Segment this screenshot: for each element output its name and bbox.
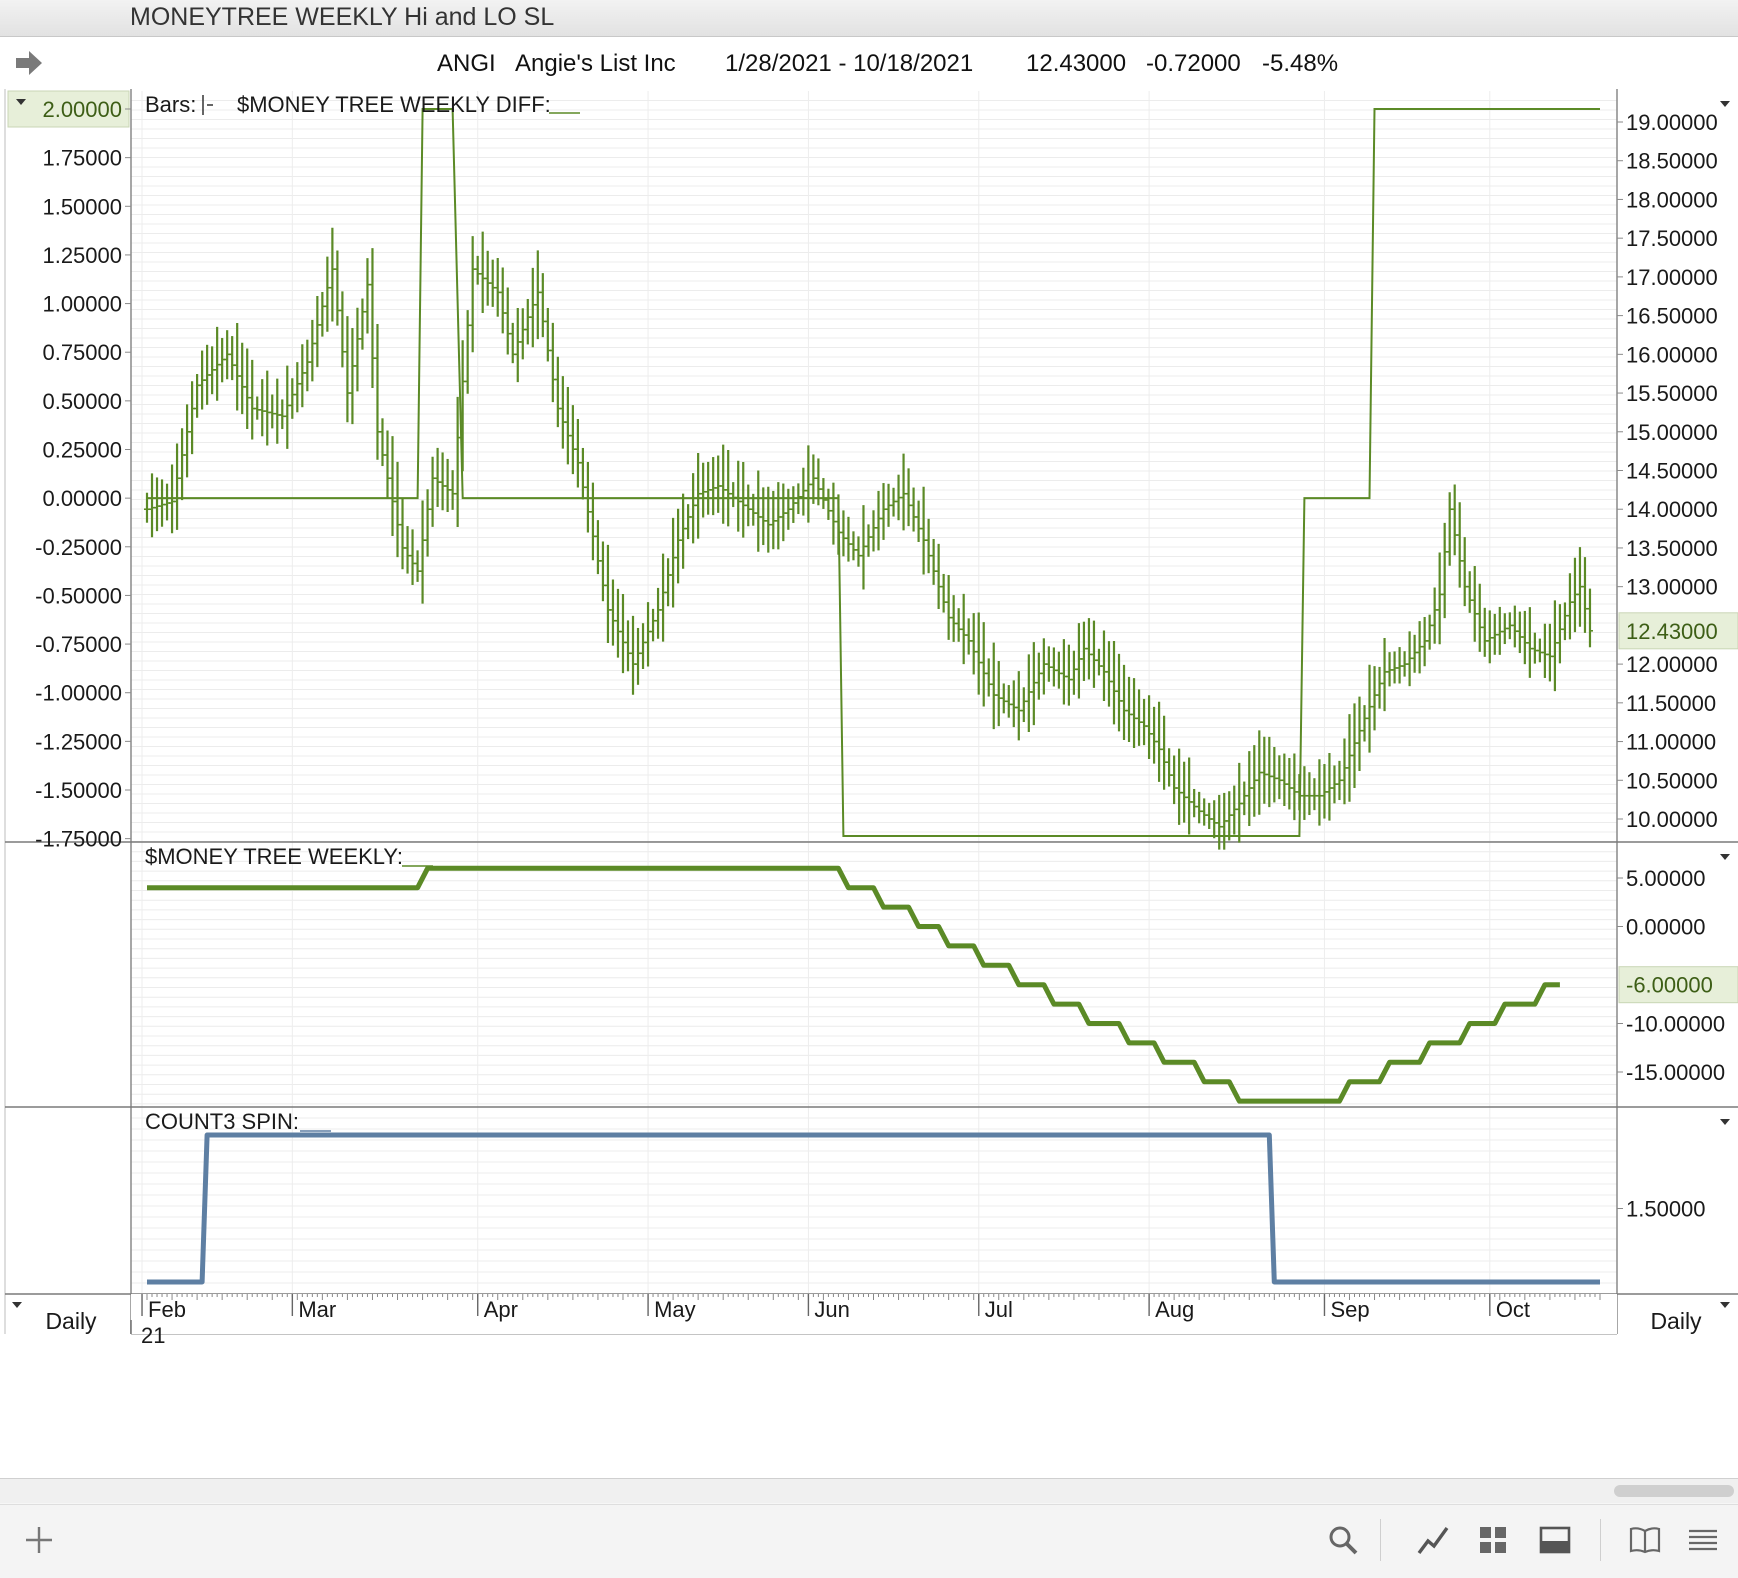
collapse-triangle-icon[interactable] — [1720, 1119, 1730, 1125]
window-title: MONEYTREE WEEKLY Hi and LO SL — [130, 3, 555, 31]
right-axis-tick-label: 18.50000 — [1626, 149, 1718, 174]
toolbar-separator — [1380, 1519, 1381, 1561]
collapse-triangle-icon[interactable] — [1720, 101, 1730, 107]
panel2-tick-label: -15.00000 — [1626, 1060, 1725, 1085]
left-axis-tick-label: -0.25000 — [35, 535, 122, 560]
toolbar-separator — [1600, 1519, 1601, 1561]
left-axis-tick-label: -1.25000 — [35, 729, 122, 754]
left-axis-tick-label: 0.25000 — [42, 438, 122, 463]
left-axis-tick-label: -0.75000 — [35, 632, 122, 657]
panel2-last-value-highlight — [1618, 966, 1738, 1004]
panel2-tick-label: 5.00000 — [1626, 866, 1706, 891]
left-axis-tick-label: 1.00000 — [42, 292, 122, 317]
period-dropdown-icon[interactable] — [1720, 1302, 1730, 1308]
right-axis-tick-label: 18.00000 — [1626, 187, 1718, 212]
left-axis-tick-label: 1.75000 — [42, 146, 122, 171]
left-axis-tick-label: -1.75000 — [35, 827, 122, 852]
left-axis-tick-label: 0.00000 — [42, 486, 122, 511]
right-axis-tick-label: 11.00000 — [1626, 730, 1716, 755]
symbol-info-bar: ANGI Angie's List Inc 1/28/2021 - 10/18/… — [0, 37, 1738, 91]
date-range: 1/28/2021 - 10/18/2021 — [725, 50, 974, 77]
x-axis-year-label: 21 — [141, 1323, 165, 1348]
right-axis-tick-label: 16.00000 — [1626, 342, 1718, 367]
right-axis-tick-label: 10.00000 — [1626, 807, 1718, 832]
last-price: 12.43000 — [1026, 50, 1127, 77]
right-axis-tick-label: 17.00000 — [1626, 265, 1718, 290]
right-axis-tick-label: 15.00000 — [1626, 420, 1718, 445]
chart-line-icon[interactable] — [1416, 1523, 1450, 1557]
left-axis-tick-label: 0.75000 — [42, 340, 122, 365]
symbol-ticker: ANGI — [437, 50, 496, 77]
chart-area[interactable]: 2.00000 1.75000 1.50000 1.25000 1.00000 0.750… — [0, 89, 1738, 1478]
x-axis-month-label: Sep — [1330, 1297, 1369, 1322]
left-axis-tick-label: -1.00000 — [35, 681, 122, 706]
right-axis-tick-label: 16.50000 — [1626, 304, 1718, 329]
x-axis-month-label: Mar — [298, 1297, 336, 1322]
period-dropdown-icon[interactable] — [12, 1302, 22, 1308]
left-axis-tick-label: 1.25000 — [42, 243, 122, 268]
collapse-triangle-icon[interactable] — [16, 99, 26, 105]
legend-count3-label: COUNT3 SPIN: — [145, 1109, 299, 1134]
period-selector-left[interactable]: Daily — [45, 1308, 97, 1334]
right-axis-tick-label: 15.50000 — [1626, 381, 1718, 406]
window-titlebar: MONEYTREE WEEKLY Hi and LO SL — [0, 0, 1738, 37]
right-axis-tick-label: 10.50000 — [1626, 768, 1718, 793]
left-axis-tick-label: -1.50000 — [35, 778, 122, 803]
x-axis-month-label: Apr — [484, 1297, 518, 1322]
panel-icon[interactable] — [1538, 1523, 1572, 1557]
book-icon[interactable] — [1628, 1523, 1662, 1557]
right-axis-tick-label: 19.00000 — [1626, 110, 1718, 135]
right-axis-tick-label: 11.50000 — [1626, 691, 1716, 716]
period-selector-right[interactable]: Daily — [1650, 1308, 1702, 1334]
grid-icon[interactable] — [1476, 1523, 1510, 1557]
left-axis-highlight — [7, 90, 130, 128]
x-axis-month-label: May — [654, 1297, 696, 1322]
menu-icon[interactable] — [1686, 1523, 1720, 1557]
horizontal-scrollbar[interactable] — [0, 1479, 1738, 1503]
left-axis-tick-label: -0.50000 — [35, 583, 122, 608]
x-axis-background — [131, 1294, 1617, 1334]
search-icon[interactable] — [1326, 1523, 1360, 1557]
right-axis-tick-label: 13.00000 — [1626, 575, 1718, 600]
right-axis-tick-label: 14.50000 — [1626, 459, 1718, 484]
legend-bars-label: Bars: — [145, 92, 196, 117]
left-axis-tick-label: 1.50000 — [42, 194, 122, 219]
arrow-right-icon[interactable] — [14, 49, 44, 77]
left-axis-tick-label: 2.00000 — [42, 97, 122, 122]
price-change: -0.72000 — [1146, 50, 1241, 77]
panel2-last-value-label: -6.00000 — [1626, 973, 1713, 998]
price-change-percent: -5.48% — [1262, 50, 1339, 77]
bottom-toolbar — [0, 1504, 1738, 1578]
plus-icon[interactable] — [22, 1523, 56, 1557]
collapse-triangle-icon[interactable] — [1720, 854, 1730, 860]
money-tree-weekly-line — [147, 865, 1560, 1104]
left-axis-tick-label: 0.50000 — [42, 389, 122, 414]
scrollbar-thumb[interactable] — [1614, 1485, 1734, 1497]
x-axis-month-label: Jul — [985, 1297, 1013, 1322]
count3-spin-line — [147, 1132, 1600, 1285]
chart-footer — [0, 1334, 1738, 1478]
panel2-tick-label: -10.00000 — [1626, 1012, 1725, 1037]
right-axis-last-price-label: 12.43000 — [1626, 619, 1718, 644]
legend-diff-label: $MONEY TREE WEEKLY DIFF: — [237, 92, 551, 117]
x-axis-month-label: Feb — [148, 1297, 186, 1322]
right-axis-tick-label: 17.50000 — [1626, 226, 1718, 251]
panel2-tick-label: 0.00000 — [1626, 915, 1706, 940]
x-axis-month-label: Jun — [814, 1297, 849, 1322]
right-axis-tick-label: 14.00000 — [1626, 497, 1718, 522]
right-axis-tick-label: 12.00000 — [1626, 652, 1718, 677]
x-axis-month-label: Oct — [1496, 1297, 1530, 1322]
bottom-bar — [0, 1478, 1738, 1578]
right-axis-last-price-highlight — [1618, 612, 1738, 650]
right-axis-tick-label: 13.50000 — [1626, 536, 1718, 561]
panel3-tick-label: 1.50000 — [1626, 1197, 1706, 1222]
symbol-name: Angie's List Inc — [515, 50, 676, 77]
chart-background — [0, 89, 1738, 1478]
diff-step-line — [147, 108, 1600, 837]
legend-money-tree-label: $MONEY TREE WEEKLY: — [145, 844, 403, 869]
x-axis-month-label: Aug — [1155, 1297, 1194, 1322]
